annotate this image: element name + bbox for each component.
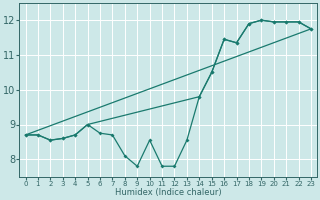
X-axis label: Humidex (Indice chaleur): Humidex (Indice chaleur) [115,188,221,197]
